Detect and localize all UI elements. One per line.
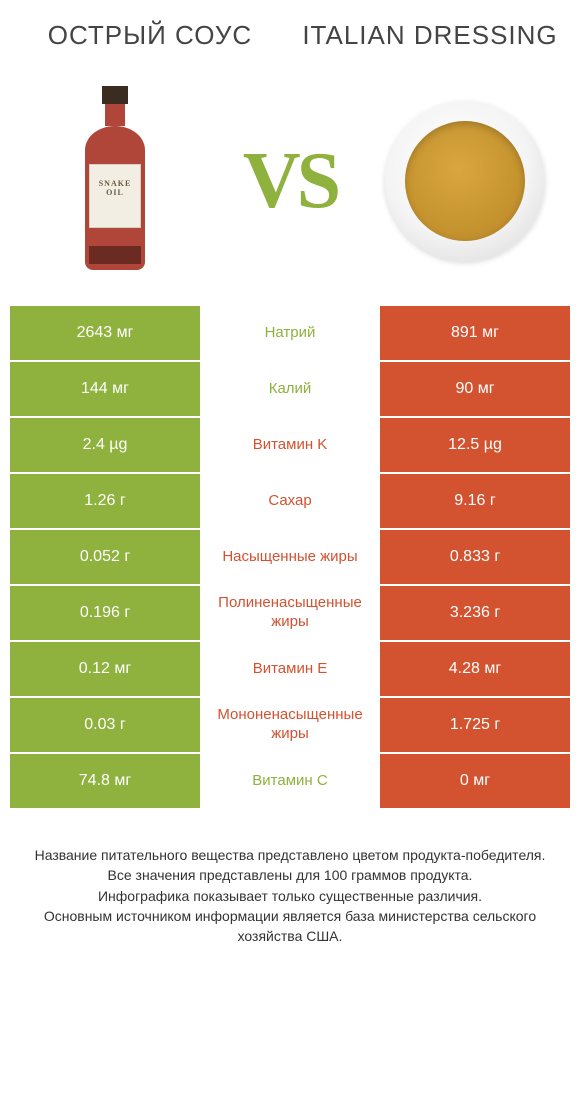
left-value: 0.052 г	[10, 530, 200, 584]
nutrient-label: Полиненасыщенные жиры	[200, 586, 380, 640]
right-value: 4.28 мг	[380, 642, 570, 696]
left-value: 1.26 г	[10, 474, 200, 528]
left-value: 2.4 µg	[10, 418, 200, 472]
image-row: VS	[10, 81, 570, 281]
table-row: 1.26 гСахар9.16 г	[10, 474, 570, 530]
header-row: ОСТРЫЙ СОУС ITALIAN DRESSING	[10, 20, 570, 51]
footer-line: Название питательного вещества представл…	[25, 845, 555, 865]
hot-sauce-bottle-icon	[75, 86, 155, 276]
table-row: 0.12 мгВитамин E4.28 мг	[10, 642, 570, 698]
right-product-image	[360, 101, 570, 261]
right-value: 1.725 г	[380, 698, 570, 752]
right-value: 0 мг	[380, 754, 570, 808]
italian-dressing-plate-icon	[385, 101, 545, 261]
right-value: 891 мг	[380, 306, 570, 360]
nutrient-label: Насыщенные жиры	[200, 530, 380, 584]
table-row: 2.4 µgВитамин K12.5 µg	[10, 418, 570, 474]
right-value: 90 мг	[380, 362, 570, 416]
footer-notes: Название питательного вещества представл…	[10, 845, 570, 946]
left-value: 74.8 мг	[10, 754, 200, 808]
table-row: 74.8 мгВитамин C0 мг	[10, 754, 570, 810]
nutrient-label: Витамин K	[200, 418, 380, 472]
right-value: 3.236 г	[380, 586, 570, 640]
table-row: 0.03 гМононенасыщенные жиры1.725 г	[10, 698, 570, 754]
left-value: 0.196 г	[10, 586, 200, 640]
nutrient-label: Натрий	[200, 306, 380, 360]
left-value: 144 мг	[10, 362, 200, 416]
table-row: 2643 мгНатрий891 мг	[10, 306, 570, 362]
infographic-container: ОСТРЫЙ СОУС ITALIAN DRESSING VS 2643 мгН…	[0, 0, 580, 957]
table-row: 144 мгКалий90 мг	[10, 362, 570, 418]
footer-line: Все значения представлены для 100 граммо…	[25, 865, 555, 885]
nutrient-label: Витамин E	[200, 642, 380, 696]
nutrient-label: Мононенасыщенные жиры	[200, 698, 380, 752]
vs-label: VS	[220, 136, 360, 227]
footer-line: Инфографика показывает только существенн…	[25, 886, 555, 906]
right-value: 9.16 г	[380, 474, 570, 528]
nutrient-label: Калий	[200, 362, 380, 416]
header-left: ОСТРЫЙ СОУС	[10, 20, 290, 51]
left-value: 0.03 г	[10, 698, 200, 752]
header-right: ITALIAN DRESSING	[290, 20, 570, 51]
table-row: 0.052 гНасыщенные жиры0.833 г	[10, 530, 570, 586]
right-value: 12.5 µg	[380, 418, 570, 472]
table-row: 0.196 гПолиненасыщенные жиры3.236 г	[10, 586, 570, 642]
nutrient-label: Сахар	[200, 474, 380, 528]
footer-line: Основным источником информации является …	[25, 906, 555, 947]
right-value: 0.833 г	[380, 530, 570, 584]
nutrient-label: Витамин C	[200, 754, 380, 808]
left-product-image	[10, 86, 220, 276]
left-value: 2643 мг	[10, 306, 200, 360]
comparison-table: 2643 мгНатрий891 мг144 мгКалий90 мг2.4 µ…	[10, 306, 570, 810]
left-value: 0.12 мг	[10, 642, 200, 696]
